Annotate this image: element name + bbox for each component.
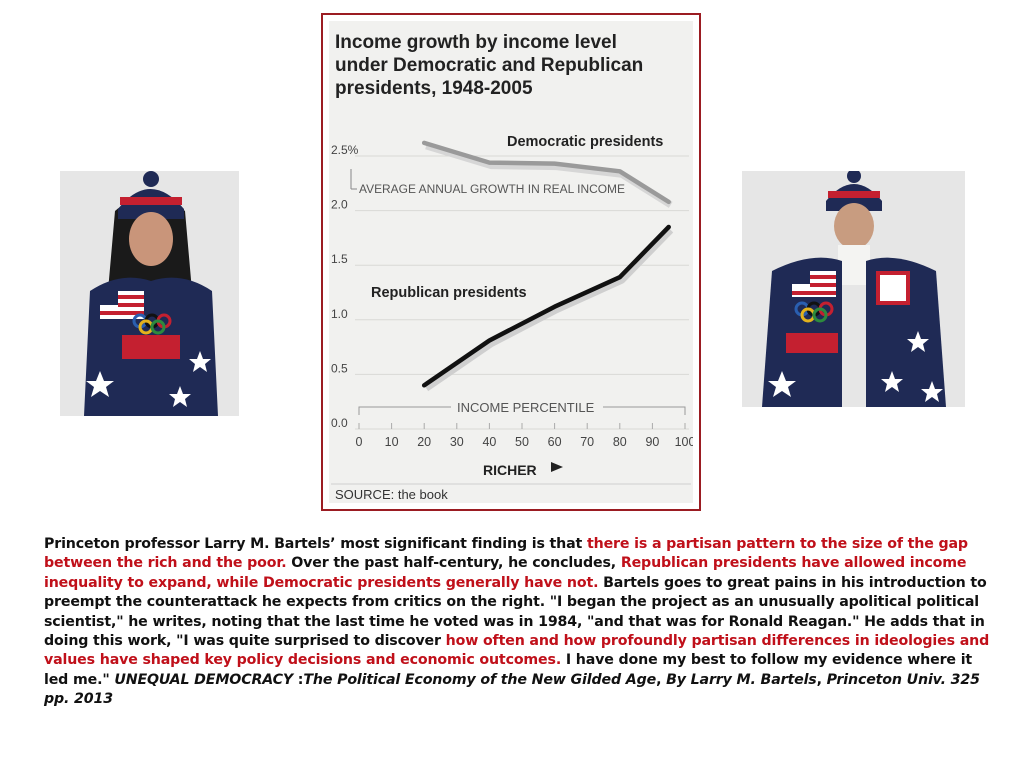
caption-text-6: ,: [656, 671, 667, 688]
photo-woman-in-olympic-sweater: [60, 171, 239, 416]
x-tick-label: 50: [515, 435, 529, 449]
x-tick-label: 40: [482, 435, 496, 449]
x-tick-label: 70: [580, 435, 594, 449]
caption-text-1: Princeton professor Larry M. Bartels’ mo…: [44, 536, 587, 552]
caption-text-2: Over the past half-century, he concludes…: [286, 555, 621, 572]
caption-highlight-3: how often and how profoundly partisan di…: [44, 633, 990, 669]
chart-title-line-2: under Democratic and Republican: [335, 55, 643, 76]
x-tick-labels: 0 10 20 30 40 50 60 70 80 90 100: [356, 423, 693, 449]
y-tick-label: 1.5: [331, 252, 348, 266]
y-tick-label: 0.5: [331, 361, 348, 375]
caption-highlight-2: Republican presidents have allowed incom…: [44, 555, 967, 591]
y-axis-label: AVERAGE ANNUAL GROWTH IN REAL INCOME: [359, 184, 625, 196]
democratic-series-label: Democratic presidents: [507, 134, 663, 150]
x-tick-label: 10: [385, 435, 399, 449]
republican-series-label: Republican presidents: [371, 285, 527, 301]
y-tick-labels: 0.0 0.5 1.0 1.5 2.0 2.5%: [331, 143, 359, 430]
caption-text-7: ,: [816, 671, 827, 688]
chart-source: SOURCE: the book: [335, 487, 448, 502]
photo-man-in-olympic-cardigan: [742, 171, 965, 407]
x-axis-label: INCOME PERCENTILE: [457, 400, 595, 415]
book-subtitle: The Political Economy of the New Gilded …: [303, 671, 657, 688]
caption-text-5: :: [293, 671, 304, 688]
x-tick-label: 0: [356, 435, 363, 449]
y-tick-label: 2.0: [331, 198, 348, 212]
y-tick-label: 0.0: [331, 416, 348, 430]
caption-paragraph: Princeton professor Larry M. Bartels’ mo…: [44, 535, 999, 710]
richer-arrow-icon: [551, 462, 563, 472]
x-tick-label: 90: [645, 435, 659, 449]
y-tick-label: 1.0: [331, 307, 348, 321]
x-tick-label: 100: [675, 435, 693, 449]
caption-text-4: I have done my best to follow my evidenc…: [44, 652, 973, 688]
book-publisher: Princeton Univ. 325 pp. 2013: [44, 671, 980, 708]
book-title: UNEQUAL DEMOCRACY: [114, 671, 294, 688]
caption-text-3: Bartels goes to great pains in his intro…: [44, 574, 987, 650]
y-tick-label: 2.5%: [331, 143, 359, 157]
x-tick-label: 30: [450, 435, 464, 449]
x-tick-label: 80: [613, 435, 627, 449]
chart-title-line-3: presidents, 1948-2005: [335, 78, 533, 99]
democratic-presidents-line: [421, 140, 671, 205]
woman-photo-illustration: [60, 171, 239, 416]
xlabel-background: [451, 397, 603, 415]
x-tick-label: 20: [417, 435, 431, 449]
chart-area: Income growth by income level under Demo…: [329, 21, 693, 503]
chart-title-line-1: Income growth by income level: [335, 32, 617, 53]
richer-label: RICHER: [483, 462, 537, 478]
caption-highlight-1: there is a partisan pattern to the size …: [44, 536, 968, 572]
man-photo-illustration: [742, 171, 965, 407]
income-growth-chart: Income growth by income level under Demo…: [331, 32, 693, 502]
republican-line-shadow: [424, 227, 674, 392]
republican-presidents-line: [421, 224, 671, 388]
book-author: By Larry M. Bartels: [666, 671, 817, 688]
x-tick-label: 60: [548, 435, 562, 449]
chart-panel: Income growth by income level under Demo…: [321, 13, 701, 511]
